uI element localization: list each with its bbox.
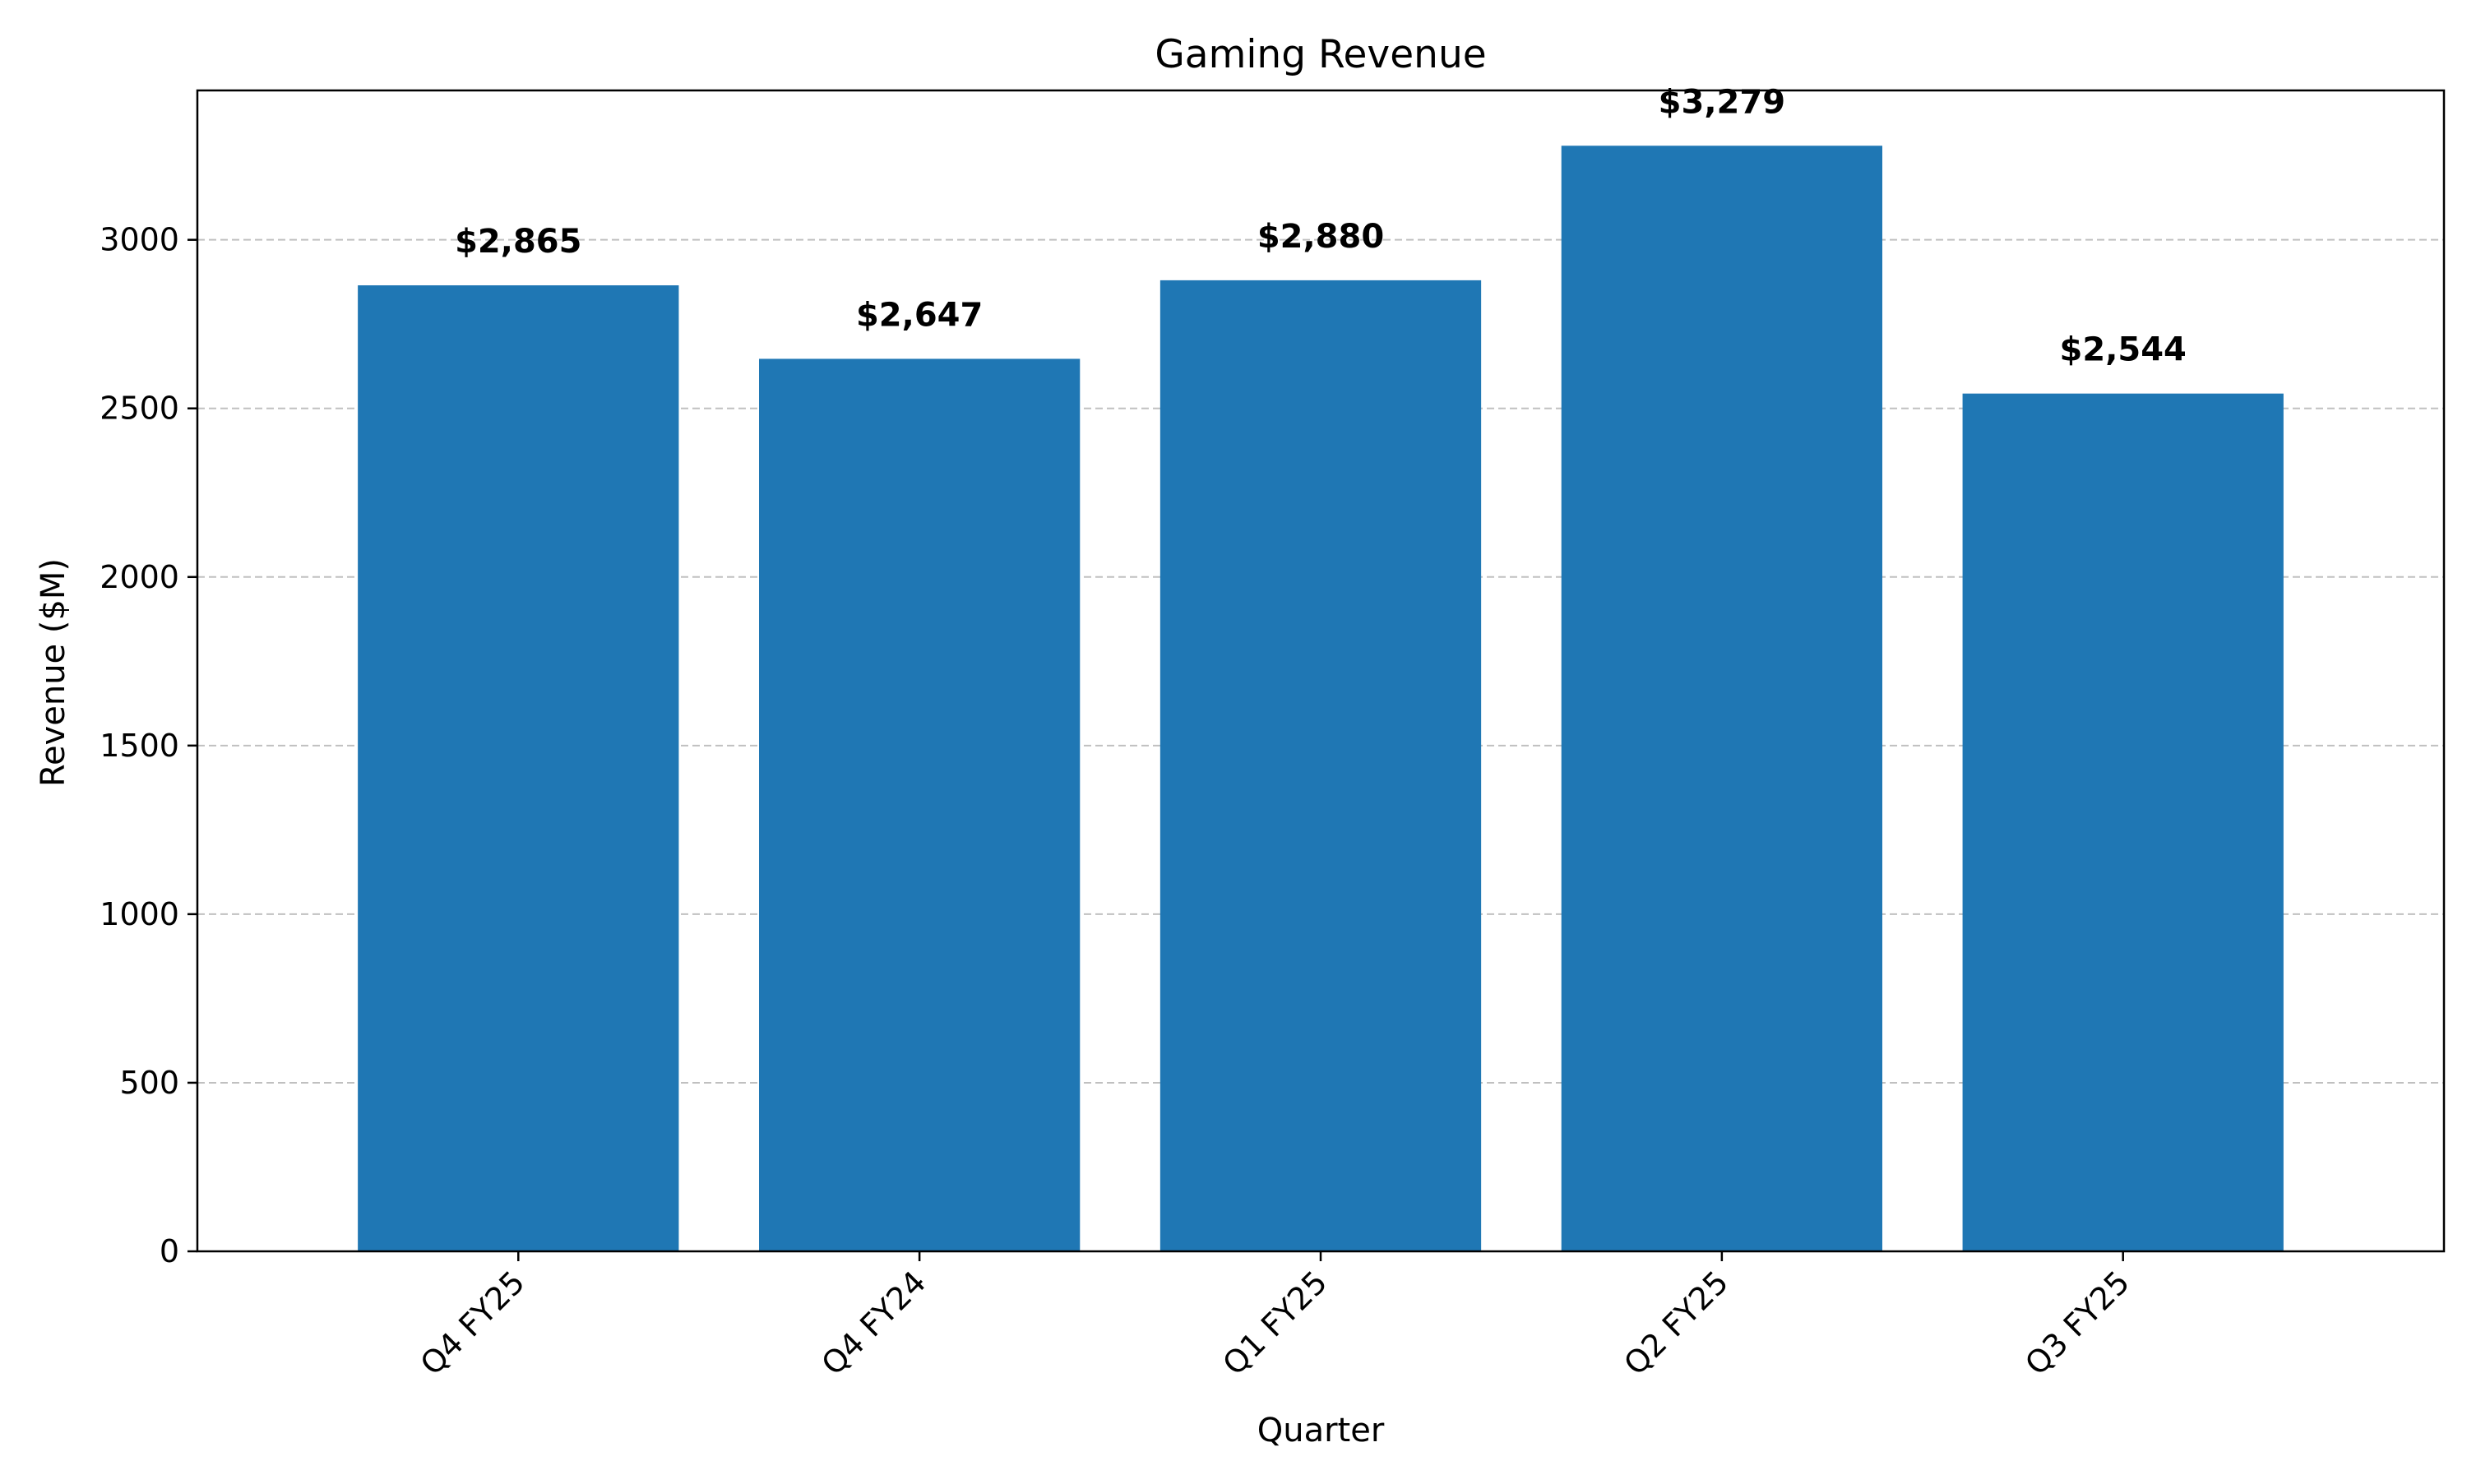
bar-value-label: $2,865 bbox=[455, 223, 581, 261]
y-tick-label: 3000 bbox=[100, 222, 179, 258]
y-tick-label: 1000 bbox=[100, 896, 179, 932]
bar bbox=[1962, 393, 2284, 1251]
data-labels: $2,865 $2,647 $2,880 $3,279 $2,544 bbox=[455, 83, 2187, 368]
chart-title: Gaming Revenue bbox=[1155, 32, 1486, 77]
bar bbox=[358, 285, 679, 1251]
x-axis-label: Quarter bbox=[1257, 1412, 1385, 1449]
bar-value-label: $2,647 bbox=[856, 296, 983, 334]
bar bbox=[1159, 280, 1482, 1251]
y-tick-label: 1500 bbox=[100, 728, 179, 764]
y-tick-label: 2000 bbox=[100, 559, 179, 595]
bars bbox=[358, 146, 2284, 1252]
y-axis: 0 500 1000 1500 2000 2500 3000 bbox=[100, 222, 197, 1269]
y-tick-label: 500 bbox=[119, 1065, 179, 1101]
bar-value-label: $2,544 bbox=[2060, 331, 2187, 369]
bar bbox=[1561, 146, 1882, 1252]
bar-value-label: $3,279 bbox=[1659, 83, 1785, 121]
y-axis-label: Revenue ($M) bbox=[35, 558, 72, 787]
y-tick-label: 0 bbox=[160, 1233, 179, 1269]
y-tick-label: 2500 bbox=[100, 391, 179, 427]
bar bbox=[759, 358, 1081, 1251]
bar-value-label: $2,880 bbox=[1257, 218, 1384, 256]
